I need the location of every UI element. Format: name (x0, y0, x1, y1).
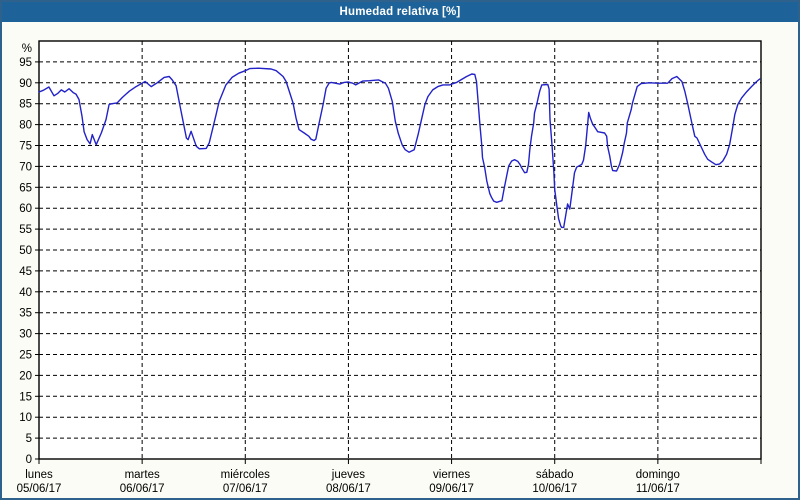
y-axis-tick-label: 50 (19, 245, 32, 257)
y-axis-tick-label: 70 (19, 161, 32, 173)
x-axis-day-date: 08/06/17 (326, 483, 371, 495)
window-titlebar: Humedad relativa [%] (2, 2, 798, 22)
y-axis-tick-label: 45 (19, 266, 32, 278)
y-axis-tick-label: 65 (19, 182, 32, 194)
x-axis-day-name: jueves (331, 469, 365, 481)
y-axis-tick-label: 75 (19, 141, 32, 153)
y-axis-tick-label: 15 (19, 391, 32, 403)
y-axis-tick-label: 40 (19, 287, 32, 299)
window-title: Humedad relativa [%] (339, 6, 461, 18)
y-axis-tick-label: 55 (19, 224, 32, 236)
y-axis-tick-label: 20 (19, 370, 32, 382)
y-axis-tick-label: 95 (19, 57, 32, 69)
x-axis-day-name: domingo (636, 469, 680, 481)
y-axis-unit-label: % (22, 43, 32, 55)
y-axis-tick-label: 5 (26, 433, 32, 445)
humidity-line (38, 67, 761, 229)
x-axis-day-date: 10/06/17 (532, 483, 577, 495)
x-axis-day-name: sábado (536, 469, 574, 481)
y-axis-tick-label: 25 (19, 350, 32, 362)
y-axis-tick-label: 35 (19, 308, 32, 320)
x-axis-day-name: viernes (433, 469, 470, 481)
x-axis-day-name: martes (125, 469, 160, 481)
y-axis-tick-label: 90 (19, 78, 32, 90)
x-axis-day-name: miércoles (221, 469, 270, 481)
y-axis-tick-label: 60 (19, 203, 32, 215)
x-axis-day-date: 06/06/17 (120, 483, 165, 495)
y-axis-tick-label: 85 (19, 99, 32, 111)
plot-border (38, 40, 762, 460)
x-axis-day-name: lunes (25, 469, 53, 481)
x-axis-day-date: 07/06/17 (223, 483, 268, 495)
x-axis-day-date: 05/06/17 (17, 483, 62, 495)
y-axis-tick-label: 0 (26, 454, 32, 466)
y-axis-tick-label: 30 (19, 329, 32, 341)
y-axis-tick-label: 80 (19, 120, 32, 132)
x-axis-day-date: 09/06/17 (429, 483, 474, 495)
y-axis-tick-label: 10 (19, 412, 32, 424)
x-axis-day-date: 11/06/17 (636, 483, 680, 495)
